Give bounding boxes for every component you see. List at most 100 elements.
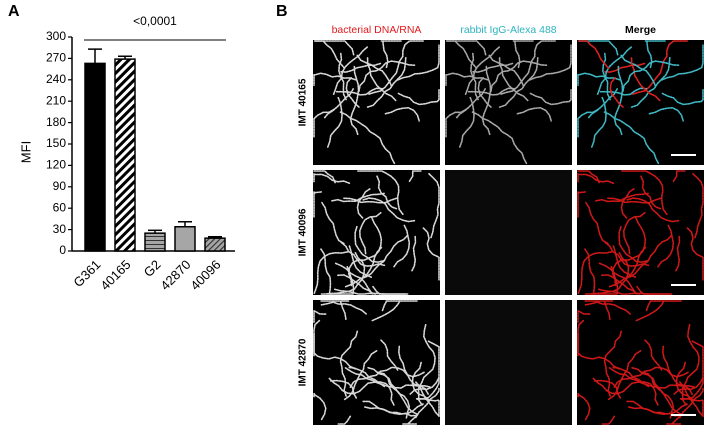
filament [331, 192, 385, 203]
filament [467, 87, 516, 96]
image-background [445, 300, 572, 425]
image-background [313, 300, 440, 425]
filament [416, 397, 440, 419]
filament [371, 300, 401, 322]
filament [481, 65, 492, 136]
filament [364, 406, 418, 417]
filament [313, 108, 336, 138]
filament [635, 300, 665, 322]
bar [84, 62, 106, 252]
bar [144, 232, 166, 252]
filament [590, 265, 619, 295]
filament [338, 52, 347, 101]
image-background [445, 170, 572, 295]
filament [620, 54, 657, 87]
filament [313, 170, 336, 184]
filament [626, 197, 680, 223]
filament [393, 224, 411, 268]
filament [577, 108, 600, 138]
filament [512, 40, 535, 69]
filament [516, 106, 552, 122]
filament [577, 191, 586, 219]
micrograph [445, 300, 572, 425]
filament [592, 377, 659, 406]
micrograph [577, 300, 704, 425]
filament [349, 366, 425, 388]
panel-label: A [8, 3, 20, 20]
bar [204, 237, 226, 252]
filament [313, 251, 349, 295]
filament [609, 77, 625, 109]
filament [362, 246, 383, 279]
filament [380, 40, 403, 69]
filament [613, 366, 689, 388]
filament [577, 72, 621, 87]
filament [640, 175, 663, 210]
filament [376, 175, 399, 210]
filament [621, 170, 668, 216]
filament [409, 340, 440, 395]
filament [334, 288, 407, 295]
filament [601, 274, 638, 295]
y-tick-label: 0 [59, 243, 66, 257]
micrograph [577, 170, 704, 295]
column-header: rabbit IgG-Alexa 488 [460, 24, 556, 36]
filament [380, 339, 399, 372]
filament [384, 106, 420, 122]
filament [477, 77, 493, 109]
filament [498, 57, 529, 102]
y-tick-label: 240 [46, 72, 66, 86]
filament [344, 367, 431, 389]
micrograph [313, 40, 440, 165]
image-background [577, 300, 704, 425]
filament [648, 106, 684, 122]
filament [590, 96, 607, 148]
x-tick-label: 42870 [157, 257, 193, 293]
filament [411, 361, 430, 401]
image-background [577, 170, 704, 295]
filament [577, 170, 600, 184]
y-tick-label: 210 [46, 93, 66, 107]
bar [174, 225, 196, 252]
filament [455, 88, 487, 120]
y-tick-label: 270 [46, 51, 66, 65]
filament [313, 40, 346, 70]
y-tick-label: 30 [53, 222, 67, 236]
filament [323, 88, 355, 120]
filament [321, 201, 345, 245]
filament [408, 170, 423, 183]
filament [644, 339, 663, 372]
filament [666, 415, 682, 425]
filament [445, 72, 489, 87]
filament [313, 333, 356, 370]
filament [657, 224, 675, 268]
filament [631, 366, 675, 420]
filament [349, 65, 360, 136]
filament [601, 415, 616, 425]
filament [577, 251, 613, 295]
filament [332, 46, 369, 96]
filament [397, 44, 440, 81]
filament [602, 52, 611, 101]
filament [679, 381, 704, 417]
y-tick-label: 60 [53, 200, 67, 214]
filament [357, 170, 404, 216]
filament [645, 300, 682, 312]
x-tick-label: 40096 [187, 257, 223, 293]
filament [417, 323, 436, 406]
filament [630, 57, 661, 102]
filament [427, 172, 440, 239]
y-tick-label: 180 [46, 115, 66, 129]
row-label: IMT 40165 [298, 78, 309, 126]
column-header: Merge [625, 24, 656, 36]
filament [343, 197, 398, 204]
filament [584, 300, 613, 321]
filament [359, 211, 382, 255]
column-header: bacterial DNA/RNA [332, 24, 422, 36]
filament [604, 241, 650, 267]
filament [622, 60, 680, 93]
filament [397, 88, 440, 106]
filament [673, 340, 704, 395]
filament [320, 300, 349, 321]
filament [490, 60, 548, 93]
